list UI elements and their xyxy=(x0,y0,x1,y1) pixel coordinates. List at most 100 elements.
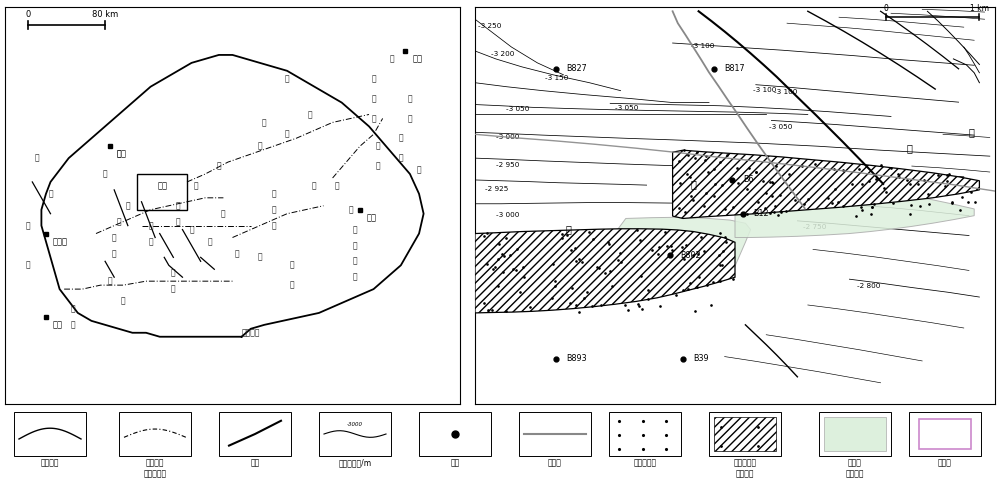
Text: 坳: 坳 xyxy=(71,304,76,314)
Text: B817: B817 xyxy=(725,64,745,74)
Bar xyxy=(609,412,681,455)
Text: 胶: 胶 xyxy=(353,225,358,234)
Text: 东: 东 xyxy=(399,153,403,163)
Text: 提交油气藏
储量范围: 提交油气藏 储量范围 xyxy=(733,459,757,478)
Text: 山: 山 xyxy=(262,118,267,127)
Text: 坳: 坳 xyxy=(335,182,339,190)
Text: 褶: 褶 xyxy=(308,110,312,119)
Bar xyxy=(14,412,86,455)
Bar xyxy=(419,412,491,455)
Text: 起: 起 xyxy=(348,205,353,214)
Text: 河: 河 xyxy=(371,74,376,83)
Text: B6: B6 xyxy=(743,175,753,185)
Bar xyxy=(824,416,886,451)
Text: 东: 东 xyxy=(353,241,358,250)
Text: 辽: 辽 xyxy=(408,94,412,103)
Text: -3 100: -3 100 xyxy=(753,87,777,93)
Text: -3 050: -3 050 xyxy=(506,107,530,112)
Polygon shape xyxy=(595,217,751,292)
Text: 坳: 坳 xyxy=(148,221,153,230)
Text: 黄: 黄 xyxy=(217,162,221,170)
Text: 剖面线: 剖面线 xyxy=(548,459,562,468)
Text: 井位: 井位 xyxy=(450,459,460,468)
Bar xyxy=(519,412,591,455)
Bar xyxy=(319,412,391,455)
Text: 起: 起 xyxy=(25,261,30,270)
Text: 天津: 天津 xyxy=(157,182,167,190)
Text: 昌滩坳陷: 昌滩坳陷 xyxy=(241,328,260,337)
Text: 湾: 湾 xyxy=(376,142,380,150)
Text: 坳: 坳 xyxy=(376,162,380,170)
Text: 构造等高线/m: 构造等高线/m xyxy=(338,459,372,468)
Text: 沈阳: 沈阳 xyxy=(412,55,422,63)
Text: 大连: 大连 xyxy=(367,213,377,222)
Text: 起: 起 xyxy=(289,261,294,270)
Text: -3000: -3000 xyxy=(347,422,363,428)
Text: B12: B12 xyxy=(753,209,769,218)
Text: 东: 东 xyxy=(408,114,412,123)
Text: 辽: 辽 xyxy=(399,134,403,143)
Text: 中: 中 xyxy=(103,169,107,179)
Text: 县: 县 xyxy=(116,217,121,226)
Text: -3 200: -3 200 xyxy=(491,51,514,57)
Text: 带: 带 xyxy=(257,142,262,150)
Text: 中: 中 xyxy=(271,189,276,198)
Bar xyxy=(919,419,971,449)
Text: 推测油
气藏范围: 推测油 气藏范围 xyxy=(846,459,864,478)
Text: -3 150: -3 150 xyxy=(545,75,569,81)
Text: 北京: 北京 xyxy=(116,150,126,159)
Text: 石家庄: 石家庄 xyxy=(53,237,68,246)
Text: 阳: 阳 xyxy=(235,249,239,258)
Text: 皱: 皱 xyxy=(285,130,289,139)
Text: 济: 济 xyxy=(257,253,262,262)
Text: -3 100: -3 100 xyxy=(774,89,797,94)
Text: 辽: 辽 xyxy=(389,55,394,63)
Text: 坳: 坳 xyxy=(371,94,376,103)
Text: 陷: 陷 xyxy=(176,217,180,226)
Text: 陷: 陷 xyxy=(148,237,153,246)
Text: 砂体发育区: 砂体发育区 xyxy=(633,459,657,468)
Text: 冀: 冀 xyxy=(116,150,121,159)
Polygon shape xyxy=(475,229,735,313)
Text: 陷: 陷 xyxy=(171,284,176,294)
Text: 0: 0 xyxy=(883,4,888,13)
Text: 断层: 断层 xyxy=(250,459,260,468)
Text: 隆: 隆 xyxy=(289,281,294,290)
Text: 起: 起 xyxy=(353,273,358,281)
Bar xyxy=(709,412,781,455)
Text: 临: 临 xyxy=(107,277,112,286)
Text: 骅: 骅 xyxy=(194,182,198,190)
Polygon shape xyxy=(735,178,974,238)
Polygon shape xyxy=(673,150,979,219)
Text: -2 800: -2 800 xyxy=(857,283,881,289)
Text: B827: B827 xyxy=(566,64,587,74)
Text: B39: B39 xyxy=(693,354,709,363)
Text: B893: B893 xyxy=(566,354,587,363)
Text: 隆: 隆 xyxy=(25,221,30,230)
Text: -3 050: -3 050 xyxy=(769,124,792,131)
Text: B802: B802 xyxy=(680,251,701,260)
Text: 宁: 宁 xyxy=(189,225,194,234)
Text: 山: 山 xyxy=(48,189,53,198)
Text: 清: 清 xyxy=(121,297,126,305)
Text: 隆: 隆 xyxy=(207,237,212,246)
Text: 隆: 隆 xyxy=(112,233,117,242)
Text: 陷: 陷 xyxy=(371,114,376,123)
Text: 板: 板 xyxy=(566,225,572,235)
Text: 坳: 坳 xyxy=(171,269,176,278)
Bar xyxy=(137,174,187,210)
Text: -3 000: -3 000 xyxy=(496,212,519,218)
Text: -3 100: -3 100 xyxy=(691,43,714,49)
Text: 0: 0 xyxy=(25,10,30,19)
Text: 断: 断 xyxy=(906,143,912,153)
Text: 1 km: 1 km xyxy=(970,4,989,13)
Text: 燕: 燕 xyxy=(285,74,289,83)
Text: -3 050: -3 050 xyxy=(615,105,639,111)
Text: 陷: 陷 xyxy=(71,320,76,329)
Text: 层: 层 xyxy=(969,127,975,137)
Bar xyxy=(219,412,291,455)
Text: 坳: 坳 xyxy=(176,201,180,210)
Text: 盆地边界: 盆地边界 xyxy=(41,459,59,468)
Bar xyxy=(819,412,891,455)
Text: 行: 行 xyxy=(35,153,39,163)
